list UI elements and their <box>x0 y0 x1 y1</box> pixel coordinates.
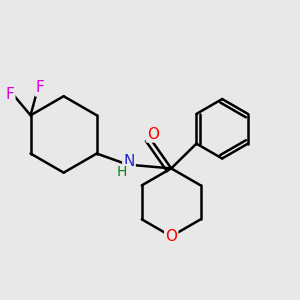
Text: F: F <box>6 87 14 102</box>
Text: N: N <box>123 154 135 169</box>
Text: F: F <box>36 80 44 95</box>
Text: O: O <box>165 229 177 244</box>
Text: O: O <box>147 127 159 142</box>
Text: H: H <box>117 165 127 179</box>
